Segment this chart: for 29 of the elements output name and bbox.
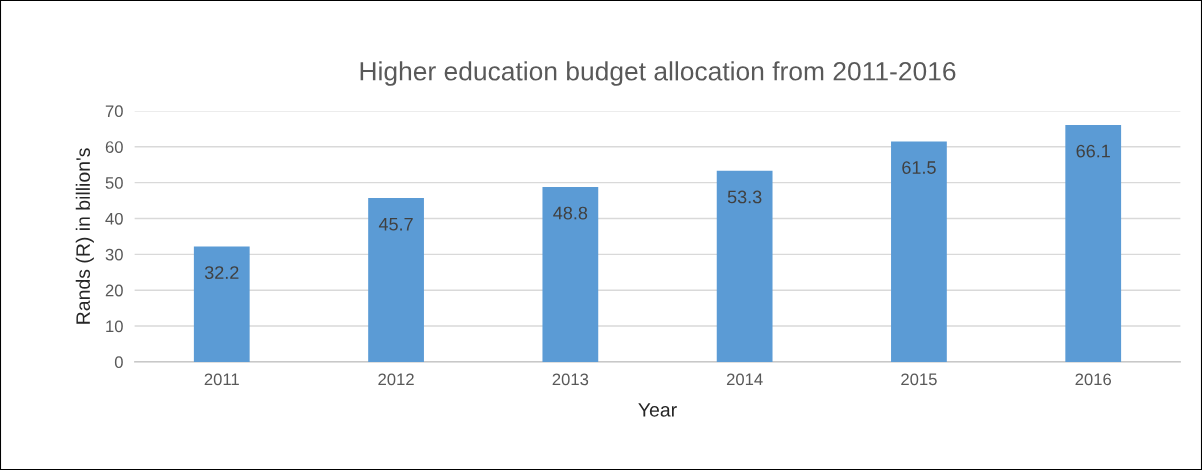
data-label: 66.1: [1076, 144, 1110, 158]
bar: [716, 170, 773, 362]
bar: [193, 246, 250, 362]
y-tick-label: 20: [105, 284, 123, 297]
x-tick-label: 2013: [552, 373, 589, 386]
bar: [891, 141, 947, 362]
x-tick-label: 2014: [726, 373, 763, 386]
y-tick-label: 60: [105, 141, 123, 153]
y-axis-title: Rands (R) in billion's: [75, 148, 94, 324]
y-tick-label: 70: [105, 105, 123, 118]
y-tick-label: 10: [106, 320, 123, 333]
y-tick-label: 50: [105, 177, 123, 189]
data-label: 53.3: [727, 190, 762, 204]
bar: [1065, 124, 1122, 362]
chart-title: Higher education budget allocation from 2011-2016: [360, 61, 956, 86]
x-axis-title: Year: [638, 403, 677, 417]
data-label: 48.8: [553, 206, 588, 220]
x-tick-label: 2015: [901, 373, 937, 386]
x-tick-label: 2012: [378, 373, 414, 386]
y-tick-label: 0: [114, 356, 123, 369]
bar: [368, 198, 424, 362]
bar: [542, 186, 599, 362]
x-tick-label: 2011: [204, 373, 239, 386]
data-label: 45.7: [378, 217, 413, 231]
data-label: 32.2: [204, 266, 239, 279]
y-tick-label: 30: [105, 248, 123, 261]
x-tick-label: 2016: [1075, 373, 1112, 386]
y-tick-label: 40: [105, 212, 123, 225]
data-label: 61.5: [902, 161, 936, 174]
